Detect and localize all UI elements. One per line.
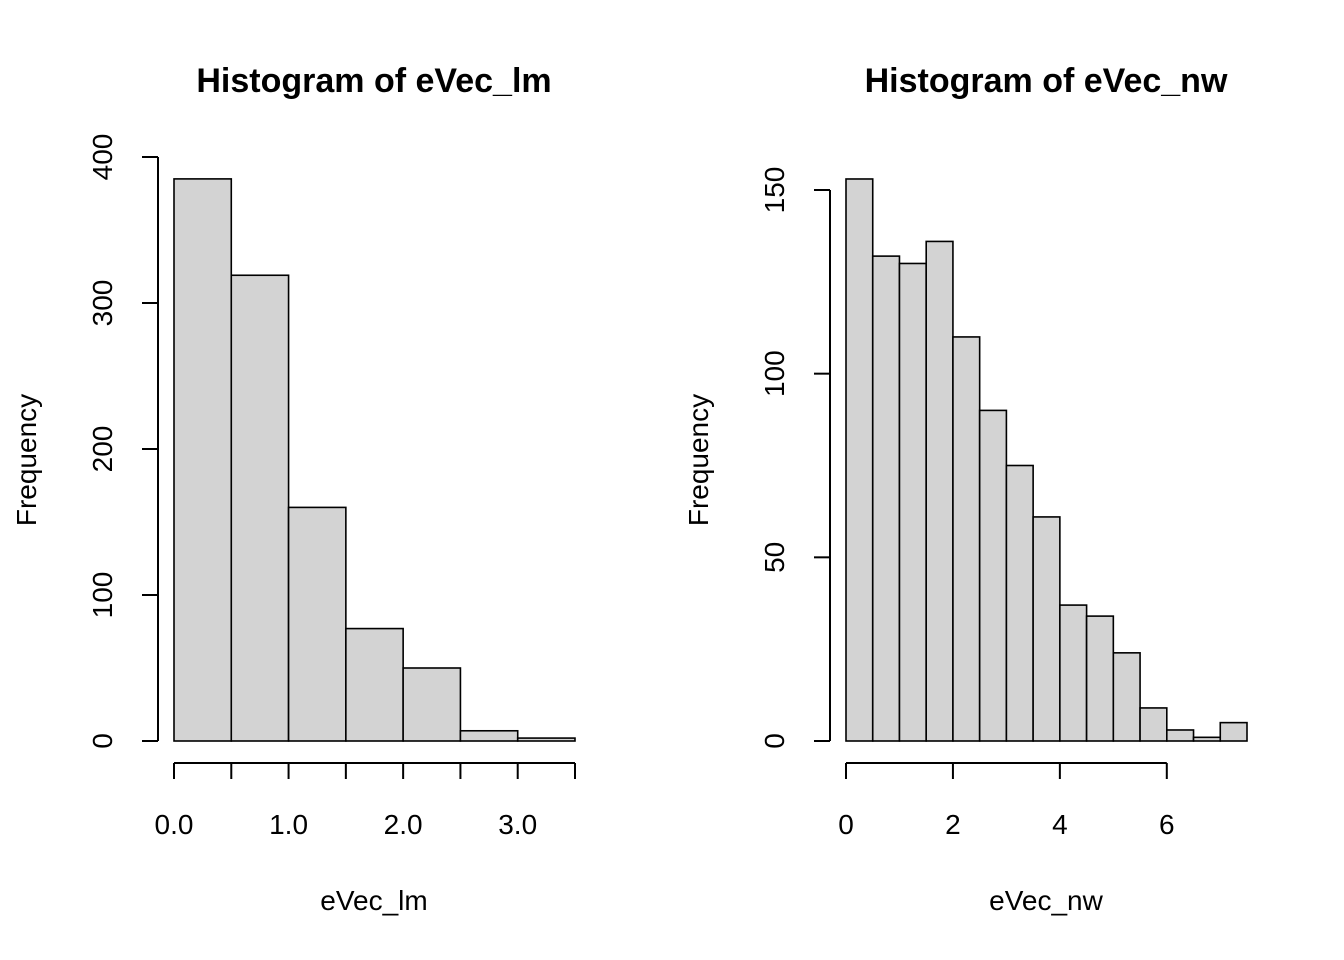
- bars-evec-lm: [173, 178, 576, 742]
- histogram-panel-evec-nw: 0 50 100 150 0 2 4 6 Histogram of eVec_nw eVec_nw…: [683, 62, 1248, 916]
- x-tick-label: 0: [838, 809, 854, 840]
- y-tick-label: 400: [87, 134, 118, 181]
- bar-evec-nw-5: [978, 409, 1008, 742]
- bar-evec-nw-3: [925, 240, 954, 742]
- x-axis-evec-nw: 0 2 4 6: [838, 762, 1175, 840]
- x-axis-label-evec-lm: eVec_lm: [320, 885, 427, 916]
- x-tick-label: 6: [1159, 809, 1175, 840]
- bar-evec-nw-9: [1085, 615, 1115, 742]
- y-axis-evec-nw: 0 50 100 150: [759, 167, 831, 749]
- x-tick-label: 0.0: [155, 809, 194, 840]
- bar-evec-nw-4: [952, 336, 981, 742]
- x-tick-label: 1.0: [269, 809, 308, 840]
- bar-evec-nw-6: [1005, 464, 1034, 742]
- bar-evec-nw-8: [1059, 604, 1088, 742]
- y-tick-label: 100: [759, 350, 790, 397]
- bar-evec-nw-12: [1166, 729, 1195, 742]
- chart-title-evec-nw: Histogram of eVec_nw: [865, 62, 1228, 100]
- y-tick-label: 150: [759, 167, 790, 214]
- y-tick-label: 100: [87, 572, 118, 619]
- bar-evec-nw-14: [1219, 721, 1248, 742]
- bar-evec-nw-13: [1192, 736, 1222, 742]
- bar-evec-nw-7: [1032, 516, 1061, 742]
- bar-evec-nw-10: [1112, 652, 1141, 742]
- bar-evec-lm-0: [173, 178, 233, 742]
- histogram-panel-evec-lm: 0 100 200 300 400 0.0 1.0 2.0 3.0 Histogram of eV…: [11, 62, 576, 916]
- y-tick-label: 0: [87, 733, 118, 749]
- bar-evec-lm-2: [287, 506, 347, 742]
- y-tick-label: 200: [87, 426, 118, 473]
- x-axis-evec-lm: 0.0 1.0 2.0 3.0: [155, 762, 576, 840]
- x-tick-label: 4: [1052, 809, 1068, 840]
- y-axis-evec-lm: 0 100 200 300 400: [87, 134, 159, 749]
- y-axis-label-evec-lm: Frequency: [11, 394, 42, 526]
- bars-evec-nw: [845, 178, 1248, 742]
- x-tick-label: 2: [945, 809, 961, 840]
- y-tick-label: 50: [759, 542, 790, 573]
- bar-evec-lm-6: [516, 737, 576, 742]
- y-axis-label-evec-nw: Frequency: [683, 394, 714, 526]
- bar-evec-nw-2: [898, 262, 928, 742]
- y-tick-label: 0: [759, 733, 790, 749]
- x-tick-label: 3.0: [498, 809, 537, 840]
- bar-evec-lm-4: [402, 667, 462, 742]
- bar-evec-nw-11: [1139, 707, 1168, 742]
- chart-title-evec-lm: Histogram of eVec_lm: [196, 62, 551, 100]
- bar-evec-nw-0: [845, 178, 874, 742]
- bar-evec-lm-1: [230, 274, 290, 742]
- x-axis-label-evec-nw: eVec_nw: [989, 885, 1103, 916]
- y-tick-label: 300: [87, 280, 118, 327]
- bar-evec-lm-3: [345, 627, 404, 742]
- x-tick-label: 2.0: [384, 809, 423, 840]
- bar-evec-nw-1: [871, 255, 901, 742]
- bar-evec-lm-5: [459, 729, 519, 742]
